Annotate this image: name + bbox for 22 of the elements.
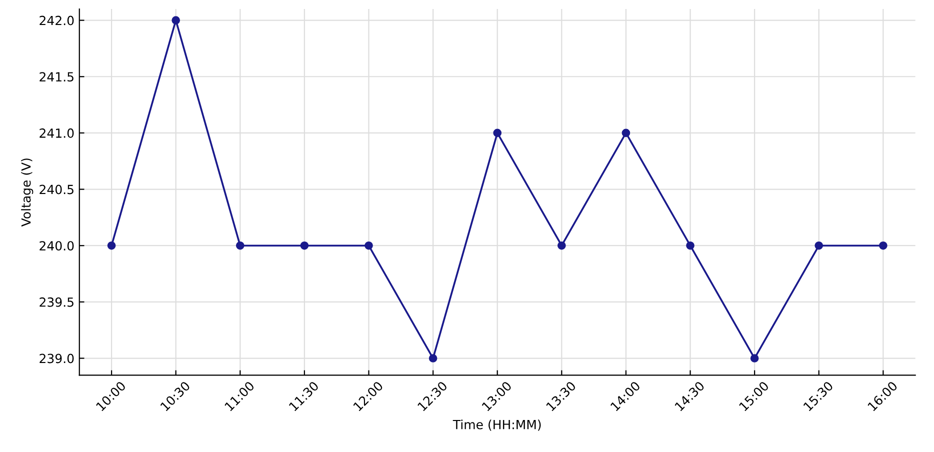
point (557, 241, 566, 250)
point (493, 128, 502, 138)
y-tick-label: 242.0 (40, 16, 74, 26)
point (814, 241, 824, 250)
y-tick-label: 239.5 (40, 297, 74, 307)
y-tick-label: 241.5 (40, 72, 74, 82)
point (428, 354, 438, 362)
point (622, 128, 630, 138)
y-tick-label: 240.0 (40, 241, 74, 251)
point (879, 241, 888, 250)
point (686, 241, 694, 250)
point (107, 241, 116, 250)
y-tick-label: 240.5 (40, 184, 74, 194)
point (172, 16, 180, 24)
point (236, 241, 244, 250)
x-axis-title: Time (HH:MM) (452, 420, 541, 431)
point (750, 354, 759, 362)
y-tick-label: 241.0 (40, 128, 74, 138)
y-axis-title: Voltage (V) (21, 158, 34, 227)
y-tick-label: 239.0 (40, 354, 74, 364)
point (300, 241, 309, 250)
point (364, 241, 373, 250)
